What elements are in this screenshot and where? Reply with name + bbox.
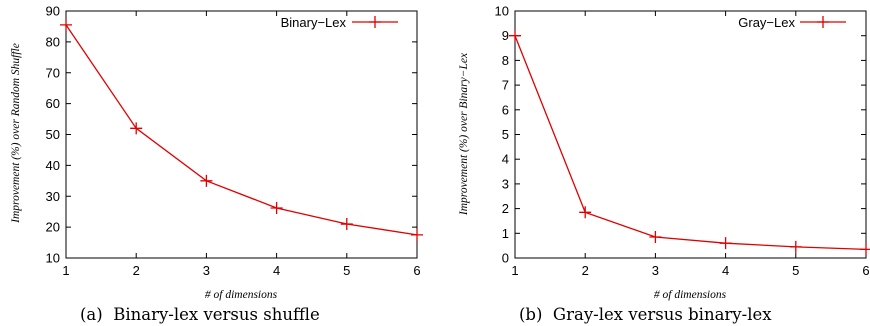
chart-b-x-tick-label: 4	[722, 263, 729, 278]
chart-a-data-point	[130, 122, 143, 135]
chart-b-x-tick-label: 3	[652, 263, 659, 278]
chart-a-data-point	[411, 228, 423, 241]
chart-b-y-tick-label: 9	[502, 28, 509, 43]
chart-b-data-point	[860, 243, 870, 256]
chart-b-x-tick-label: 1	[511, 263, 518, 278]
chart-b-data-point	[509, 29, 521, 42]
chart-a-y-tick-label: 70	[46, 65, 60, 80]
chart-b-y-tick-label: 1	[502, 226, 509, 241]
chart-a-y-tick-label: 50	[46, 127, 60, 142]
chart-a-x-axis-label: # of dimensions	[205, 289, 278, 301]
chart-b-x-tick-label: 5	[792, 263, 799, 278]
chart-a-x-tick-label: 2	[133, 263, 140, 278]
chart-a-y-tick-label: 10	[46, 251, 60, 266]
chart-b-data-point	[789, 240, 802, 253]
chart-a-y-tick-label: 20	[46, 220, 60, 235]
chart-a-x-tick-label: 4	[273, 263, 280, 278]
chart-a-plot-frame	[65, 10, 418, 259]
chart-a-data-point	[340, 218, 353, 231]
chart-a-data-point	[60, 18, 72, 31]
chart-a-x-tick-label: 5	[343, 263, 350, 278]
chart-a-y-tick-label: 30	[46, 189, 60, 204]
chart-b-caption: (b) Gray-lex versus binary-lex	[519, 305, 772, 324]
chart-b-y-tick-label: 8	[502, 53, 509, 68]
chart-b-y-tick-label: 3	[502, 176, 509, 191]
chart-b-legend-marker	[817, 16, 829, 28]
chart-a-series-line	[65, 24, 418, 236]
chart-b-y-tick-label: 10	[495, 4, 509, 19]
chart-b-y-tick-label: 0	[502, 251, 509, 266]
chart-a-x-tick-label: 6	[413, 263, 420, 278]
chart-b-series-line	[514, 35, 867, 251]
chart-b-y-tick-label: 2	[502, 201, 509, 216]
chart-b-x-axis-label: # of dimensions	[654, 289, 727, 301]
chart-panel-a: 10 20 30 40 50 60 70 80 90 1 2 3 4 5 6 Improvement (%)…	[10, 4, 423, 324]
chart-b-data-point	[649, 231, 662, 244]
chart-b-legend-label: Gray−Lex	[738, 15, 795, 30]
chart-a-y-tick-label: 80	[46, 34, 60, 49]
chart-b-y-tick-label: 6	[502, 102, 509, 117]
chart-b-y-tick-label: 5	[502, 127, 509, 142]
chart-a-y-tick-label: 90	[46, 4, 60, 19]
chart-b-data-point	[719, 237, 732, 250]
chart-a-legend-marker	[369, 16, 381, 28]
chart-a-legend-label: Binary−Lex	[281, 15, 347, 30]
chart-a-y-tick-label: 40	[46, 158, 60, 173]
chart-b-data-point	[579, 206, 592, 219]
chart-a-data-point	[270, 201, 283, 214]
chart-b-plot-frame	[514, 10, 867, 259]
chart-b-legend: Gray−Lex	[738, 15, 846, 30]
chart-a-marks: 10 20 30 40 50 60 70 80 90 1 2 3 4 5 6	[46, 4, 423, 278]
chart-b-y-tick-label: 4	[502, 152, 509, 167]
chart-b-y-tick-label: 7	[502, 78, 509, 93]
chart-a-data-point	[200, 174, 213, 187]
chart-a-y-tick-label: 60	[46, 96, 60, 111]
chart-b-x-tick-label: 6	[862, 263, 869, 278]
chart-a-legend: Binary−Lex	[281, 15, 398, 30]
chart-a-caption: (a) Binary-lex versus shuffle	[80, 305, 320, 324]
chart-a-y-axis-label: Improvement (%) over Random Shuffle	[10, 43, 22, 224]
chart-a-x-tick-label: 1	[62, 263, 69, 278]
chart-b-y-axis-label: Improvement (%) over Binary−Lex	[458, 52, 470, 216]
chart-a-x-tick-label: 3	[203, 263, 210, 278]
chart-b-x-tick-label: 2	[582, 263, 589, 278]
